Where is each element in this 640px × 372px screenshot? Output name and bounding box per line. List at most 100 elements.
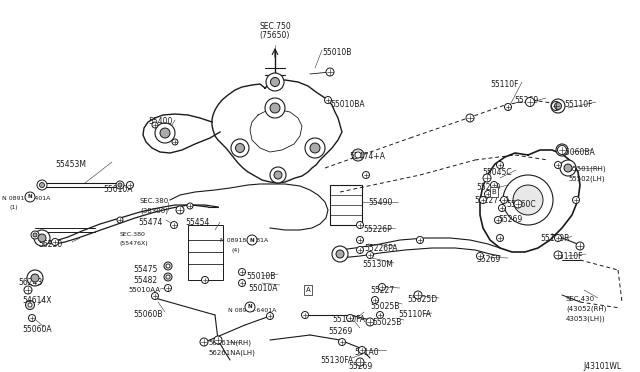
Text: 55110F: 55110F [554,252,582,261]
Circle shape [28,303,32,307]
Text: 54614X: 54614X [22,296,51,305]
Circle shape [29,314,35,321]
Circle shape [214,336,222,344]
Circle shape [118,183,122,187]
Circle shape [239,279,246,286]
Circle shape [414,291,422,299]
Circle shape [265,98,285,118]
Circle shape [27,270,43,286]
Circle shape [576,242,584,250]
Circle shape [326,68,334,76]
Circle shape [164,285,172,292]
Text: 43053(LH)): 43053(LH)) [566,315,605,321]
Text: B: B [492,189,497,195]
Circle shape [38,234,46,242]
Circle shape [356,358,364,366]
Text: N 08918-6401A: N 08918-6401A [2,196,51,201]
Circle shape [164,273,172,281]
Circle shape [34,230,50,246]
Circle shape [525,97,534,106]
Circle shape [362,171,369,179]
Text: 55453M: 55453M [55,160,86,169]
Text: 55269: 55269 [348,362,372,371]
Circle shape [270,103,280,113]
Circle shape [117,217,123,223]
Circle shape [301,311,308,318]
Text: 55400: 55400 [148,117,172,126]
Text: (1): (1) [10,205,19,210]
Text: 55490: 55490 [368,198,392,207]
Circle shape [176,206,184,214]
Circle shape [554,234,561,241]
Circle shape [551,99,565,113]
Text: 551A0: 551A0 [354,348,379,357]
Text: (55476X): (55476X) [120,241,148,246]
Circle shape [324,96,332,103]
Circle shape [497,161,504,169]
Text: 55226PA: 55226PA [364,244,397,253]
Text: SEC.750: SEC.750 [259,22,291,31]
Circle shape [245,302,255,312]
Circle shape [166,264,170,268]
Circle shape [170,221,177,228]
Circle shape [155,123,175,143]
Circle shape [503,175,553,225]
Circle shape [24,286,32,294]
Text: 55010A: 55010A [248,284,278,293]
Circle shape [479,196,486,203]
Text: 55110F: 55110F [564,100,593,109]
Text: 55454: 55454 [185,218,209,227]
Bar [330,185,362,225]
Text: 55120R: 55120R [540,234,570,243]
Circle shape [160,128,170,138]
Text: N: N [248,305,252,310]
Text: 55269: 55269 [476,255,500,264]
Circle shape [164,262,172,270]
Text: SEC.380: SEC.380 [140,198,169,204]
Text: 56230: 56230 [38,240,62,249]
Bar [188,225,223,280]
Text: SEC.380: SEC.380 [120,232,146,237]
Circle shape [152,292,159,299]
Text: 55502(LH): 55502(LH) [568,175,605,182]
Text: 55010AA: 55010AA [128,287,160,293]
Text: A: A [306,287,310,293]
Text: SEC.430: SEC.430 [566,296,595,302]
Circle shape [356,247,364,253]
Circle shape [514,200,522,208]
Circle shape [187,203,193,209]
Text: 55010B: 55010B [246,272,275,281]
Text: 55010BA: 55010BA [330,100,365,109]
Circle shape [477,253,483,260]
Text: 55025B: 55025B [370,302,399,311]
Text: 55060B: 55060B [133,310,163,319]
Circle shape [166,275,170,279]
Text: 56243: 56243 [18,278,42,287]
Text: 55130FA: 55130FA [320,356,353,365]
Text: 55269: 55269 [514,96,538,105]
Text: 55010B: 55010B [322,48,351,57]
Circle shape [466,114,474,122]
Circle shape [339,339,346,346]
Circle shape [305,138,325,158]
Circle shape [231,139,249,157]
Circle shape [497,234,504,241]
Circle shape [239,269,246,276]
Text: N: N [28,195,32,199]
Text: (38300): (38300) [140,207,168,214]
Text: 55045C: 55045C [482,168,511,177]
Circle shape [483,174,491,182]
Circle shape [172,139,178,145]
Circle shape [504,103,511,110]
Text: 55025D: 55025D [407,295,437,304]
Text: 55060A: 55060A [22,325,52,334]
Text: 55474+A: 55474+A [349,152,385,161]
Text: 56261N(RH): 56261N(RH) [208,340,251,346]
Circle shape [552,102,561,110]
Circle shape [310,143,320,153]
Circle shape [554,161,561,169]
Circle shape [556,144,568,156]
Circle shape [554,103,561,109]
Text: 55025B: 55025B [372,318,401,327]
Text: 55269: 55269 [498,215,522,224]
